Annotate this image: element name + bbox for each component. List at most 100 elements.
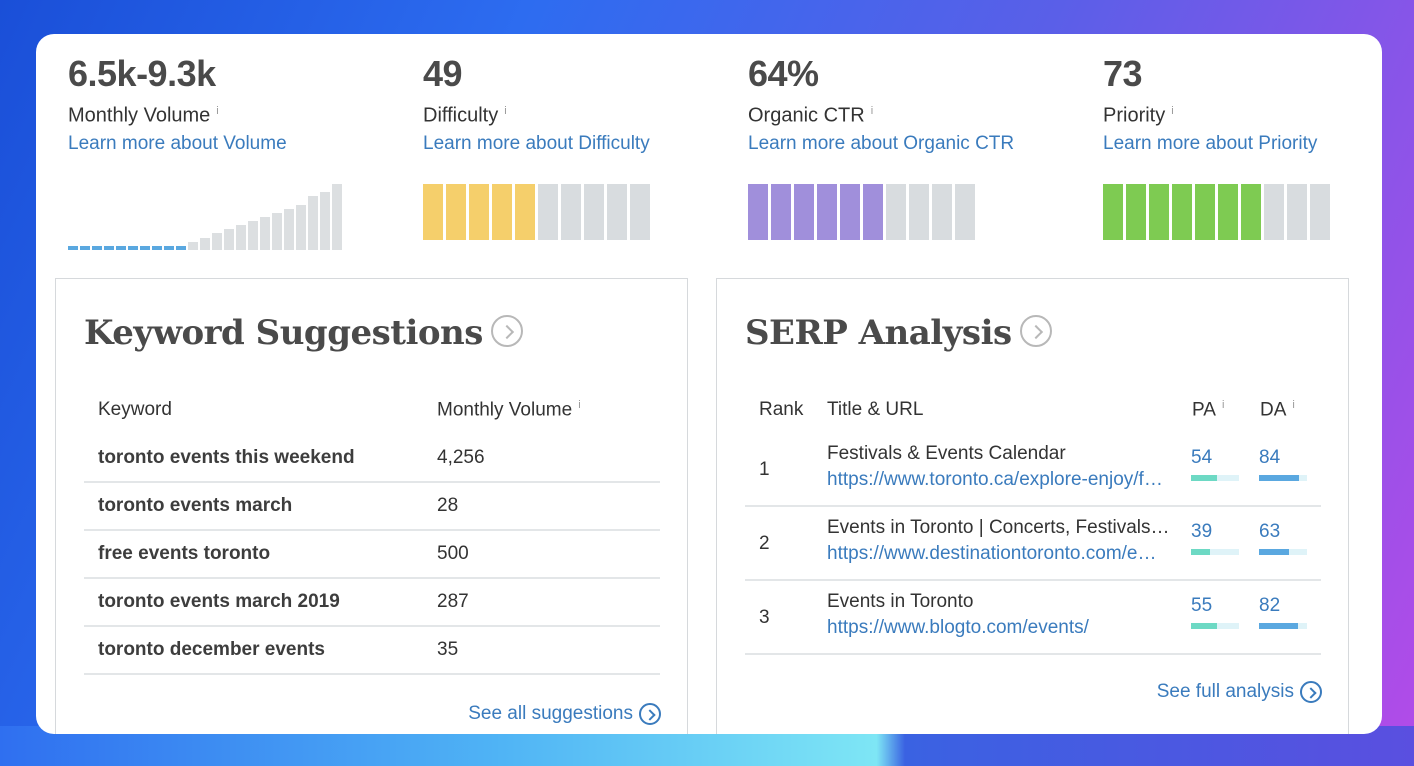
column-header-da[interactable]: DA i bbox=[1260, 399, 1295, 421]
result-title: Events in Toronto bbox=[827, 591, 974, 612]
info-icon[interactable]: i bbox=[870, 105, 874, 117]
volume-bar bbox=[200, 238, 210, 250]
result-url-link[interactable]: https://www.destinationtoronto.com/event… bbox=[827, 543, 1165, 564]
volume-bar bbox=[224, 229, 234, 250]
table-row: 1 Festivals & Events Calendar https://ww… bbox=[745, 433, 1321, 507]
metric-value: 73 bbox=[1103, 53, 1143, 94]
volume-bar bbox=[296, 205, 306, 250]
keyword-cell[interactable]: toronto events march bbox=[98, 495, 293, 516]
volume-bar bbox=[260, 217, 270, 250]
da-meter-fill bbox=[1259, 623, 1299, 629]
column-header-pa[interactable]: PA i bbox=[1192, 399, 1225, 421]
bar-segment bbox=[1264, 184, 1284, 240]
see-full-analysis-link[interactable]: See full analysis bbox=[1157, 681, 1322, 703]
keyword-cell[interactable]: free events toronto bbox=[98, 543, 271, 564]
bar-segment bbox=[538, 184, 558, 240]
table-row[interactable]: toronto events this weekend 4,256 bbox=[84, 435, 660, 483]
pa-meter-fill bbox=[1191, 549, 1210, 555]
volume-bar bbox=[236, 225, 246, 250]
learn-more-priority-link[interactable]: Learn more about Priority bbox=[1103, 132, 1318, 154]
da-value: 82 bbox=[1259, 595, 1281, 616]
metric-difficulty: 49 Difficulty i Learn more about Difficul… bbox=[423, 54, 650, 157]
pa-value: 39 bbox=[1191, 521, 1213, 542]
table-row[interactable]: toronto december events 35 bbox=[84, 627, 660, 675]
metric-value: 49 bbox=[423, 53, 463, 94]
volume-bar bbox=[80, 246, 90, 250]
bar-segment bbox=[446, 184, 466, 240]
learn-more-organic-ctr-link[interactable]: Learn more about Organic CTR bbox=[748, 132, 1015, 154]
bar-segment bbox=[584, 184, 604, 240]
see-all-suggestions-link[interactable]: See all suggestions bbox=[468, 703, 661, 725]
organic-ctr-bar bbox=[748, 184, 975, 240]
pa-meter-fill bbox=[1191, 623, 1218, 629]
info-icon[interactable]: i bbox=[504, 105, 507, 117]
table-row[interactable]: toronto events march 28 bbox=[84, 483, 660, 531]
keyword-cell[interactable]: toronto december events bbox=[98, 639, 325, 660]
bar-segment bbox=[630, 184, 650, 240]
chevron-right-circle-icon bbox=[639, 703, 661, 725]
priority-bar bbox=[1103, 184, 1330, 240]
info-icon[interactable]: i bbox=[1171, 105, 1174, 117]
pa-meter bbox=[1191, 623, 1239, 629]
pa-value: 54 bbox=[1191, 447, 1213, 468]
volume-bar bbox=[92, 246, 102, 250]
bar-segment bbox=[1149, 184, 1169, 240]
table-row[interactable]: free events toronto 500 bbox=[84, 531, 660, 579]
info-icon[interactable]: i bbox=[216, 105, 219, 117]
column-header-rank[interactable]: Rank bbox=[759, 399, 804, 420]
bar-segment bbox=[1195, 184, 1215, 240]
volume-bar bbox=[284, 209, 294, 250]
bar-segment bbox=[515, 184, 535, 240]
volume-bar bbox=[188, 242, 198, 250]
chevron-right-circle-icon[interactable] bbox=[490, 315, 523, 347]
da-meter-fill bbox=[1259, 475, 1300, 481]
learn-more-volume-link[interactable]: Learn more about Volume bbox=[68, 132, 287, 154]
volume-cell: 35 bbox=[437, 639, 459, 660]
result-url-link[interactable]: https://www.toronto.ca/explore-enjoy/fes… bbox=[827, 469, 1165, 490]
volume-bar bbox=[128, 246, 138, 250]
da-meter-fill bbox=[1259, 549, 1290, 555]
table-row: 3 Events in Toronto https://www.blogto.c… bbox=[745, 581, 1321, 655]
bar-segment bbox=[561, 184, 581, 240]
rank-cell: 1 bbox=[759, 459, 770, 480]
volume-bar bbox=[272, 213, 282, 250]
chevron-right-circle-icon[interactable] bbox=[1019, 315, 1052, 347]
pa-meter bbox=[1191, 475, 1239, 481]
volume-cell: 287 bbox=[437, 591, 469, 612]
bar-segment bbox=[1310, 184, 1330, 240]
metric-label: Difficulty i bbox=[423, 104, 507, 127]
difficulty-bar bbox=[423, 184, 650, 240]
bar-segment bbox=[817, 184, 837, 240]
da-meter bbox=[1259, 549, 1307, 555]
info-icon[interactable]: i bbox=[1221, 399, 1225, 411]
volume-bar bbox=[212, 233, 222, 250]
volume-cell: 4,256 bbox=[437, 447, 485, 468]
info-icon[interactable]: i bbox=[1292, 399, 1295, 411]
bar-segment bbox=[863, 184, 883, 240]
keyword-cell[interactable]: toronto events this weekend bbox=[98, 447, 355, 468]
da-value: 63 bbox=[1259, 521, 1281, 542]
volume-bar bbox=[320, 192, 330, 250]
bar-segment bbox=[886, 184, 906, 240]
table-row[interactable]: toronto events march 2019 287 bbox=[84, 579, 660, 627]
volume-cell: 28 bbox=[437, 495, 459, 516]
learn-more-difficulty-link[interactable]: Learn more about Difficulty bbox=[423, 132, 650, 154]
volume-bar bbox=[176, 246, 186, 250]
volume-bar bbox=[248, 221, 258, 250]
result-url-link[interactable]: https://www.blogto.com/events/ bbox=[827, 617, 1089, 638]
column-header-monthly-volume[interactable]: Monthly Volume i bbox=[437, 399, 581, 421]
keyword-cell[interactable]: toronto events march 2019 bbox=[98, 591, 340, 612]
da-meter bbox=[1259, 475, 1307, 481]
volume-bar bbox=[152, 246, 162, 250]
rank-cell: 3 bbox=[759, 607, 770, 628]
column-header-keyword[interactable]: Keyword bbox=[98, 399, 172, 420]
bar-segment bbox=[1126, 184, 1146, 240]
column-header-title-url[interactable]: Title & URL bbox=[827, 399, 924, 420]
chevron-right-circle-icon bbox=[1300, 681, 1322, 703]
info-icon[interactable]: i bbox=[578, 399, 581, 411]
volume-bar bbox=[104, 246, 114, 250]
volume-cell: 500 bbox=[437, 543, 469, 564]
volume-trend-chart bbox=[68, 182, 342, 250]
bar-segment bbox=[771, 184, 791, 240]
bar-segment bbox=[909, 184, 929, 240]
